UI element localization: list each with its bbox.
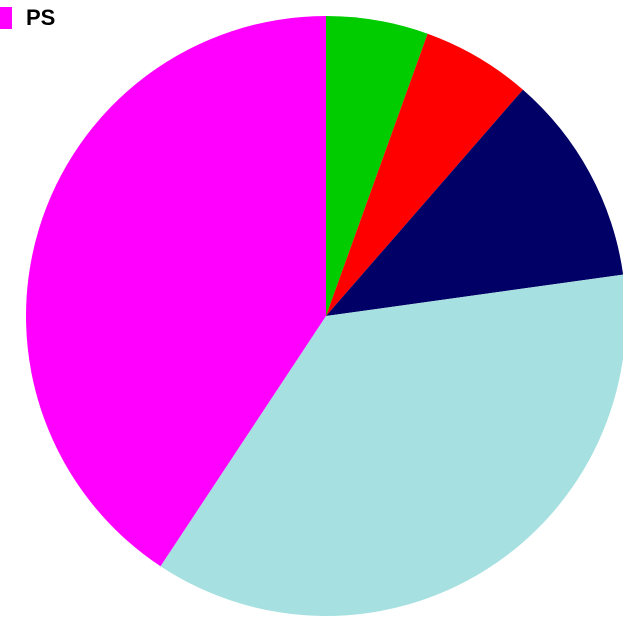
pie-slice-5 (26, 16, 327, 567)
legend-label: PS (26, 5, 56, 30)
legend-item: PS (0, 6, 55, 30)
pie-slice-4 (160, 274, 623, 616)
chart-legend: PS (0, 6, 55, 30)
pie-slice-3 (326, 89, 623, 316)
pie-slice-2 (326, 33, 523, 317)
legend-swatch (0, 7, 12, 29)
pie-slice-1 (326, 16, 428, 316)
